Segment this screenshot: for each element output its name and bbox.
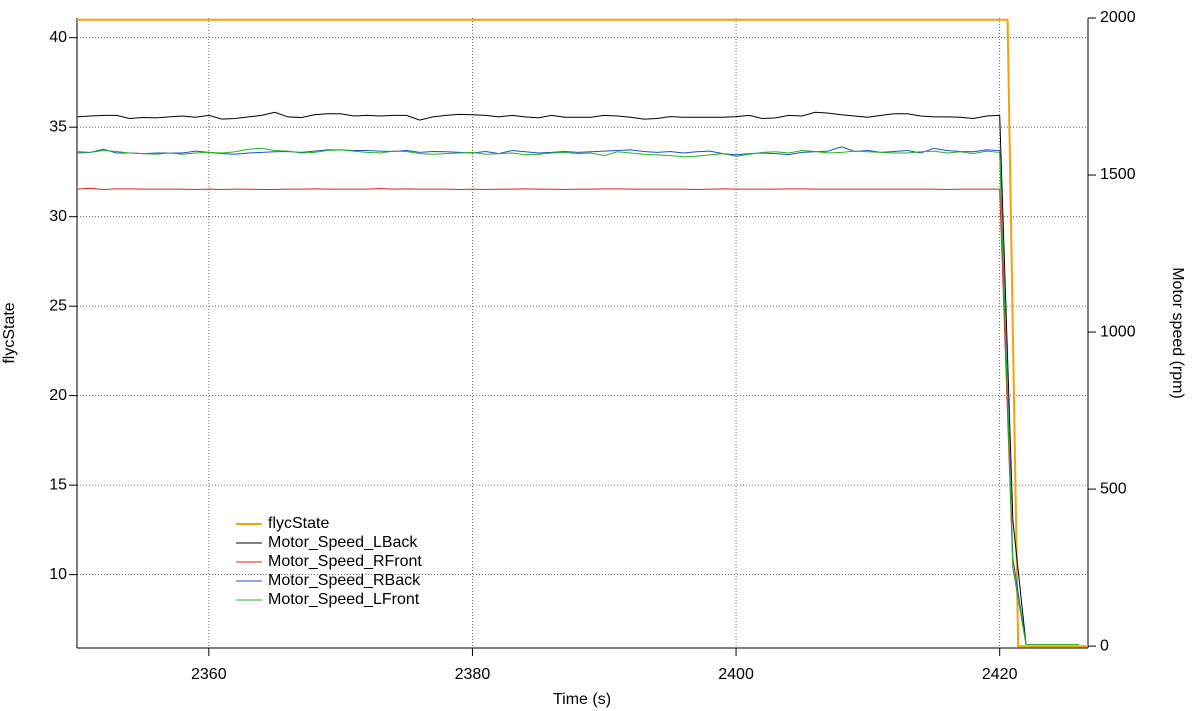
legend-label: Motor_Speed_RFront [268,553,422,570]
y2-tick-label: 1500 [1100,166,1136,183]
y-tick-label: 20 [49,387,67,404]
legend-label: Motor_Speed_LFront [268,591,420,608]
series-line [76,147,1079,646]
y-tick-label: 15 [49,476,67,493]
y2-tick-label: 500 [1100,480,1127,497]
series-line [76,111,1079,646]
y2-tick-label: 2000 [1100,9,1136,26]
x-axis-label: Time (s) [553,691,611,708]
x-tick-label: 2420 [982,666,1018,683]
legend-label: flycState [268,515,329,532]
series-line [76,187,1079,646]
series-line [77,18,1088,648]
y-axis-label: flycState [1,302,18,363]
y2-axis-label: Motor speed (rpm) [1169,267,1186,399]
series-line [76,146,1079,646]
x-tick-label: 2380 [455,666,491,683]
y-tick-label: 10 [49,566,67,583]
y-tick-label: 30 [49,208,67,225]
legend-label: Motor_Speed_LBack [268,534,418,551]
x-tick-label: 2400 [718,666,754,683]
y-tick-label: 35 [49,118,67,135]
y-tick-label: 25 [49,297,67,314]
y-tick-label: 40 [49,29,67,46]
legend-label: Motor_Speed_RBack [268,572,421,589]
x-tick-label: 2360 [191,666,227,683]
y2-tick-label: 0 [1100,637,1109,654]
y2-tick-label: 1000 [1100,323,1136,340]
